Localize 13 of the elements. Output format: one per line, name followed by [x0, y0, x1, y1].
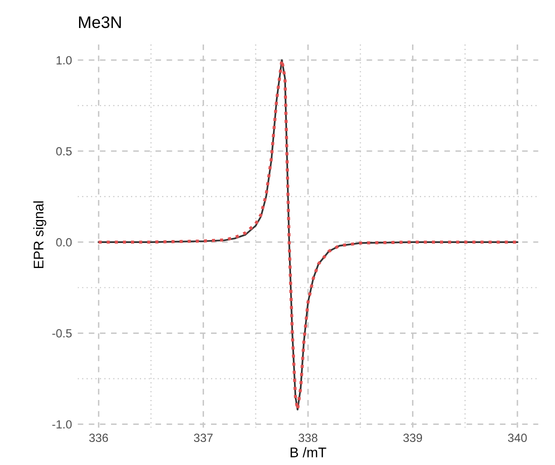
- y-tick-label: 0.0: [56, 238, 72, 246]
- x-tick-label: 339: [403, 434, 422, 442]
- x-axis-title: B /mT: [290, 447, 326, 458]
- x-tick-label: 337: [194, 434, 213, 442]
- y-tick-label: 1.0: [56, 56, 72, 64]
- y-tick-label: -0.5: [52, 329, 72, 338]
- x-tick-label: 338: [298, 434, 318, 442]
- y-tick-label: -1.0: [52, 420, 72, 429]
- y-tick-label: 0.5: [56, 147, 72, 156]
- x-tick-label: 340: [508, 434, 527, 442]
- chart-title: Me3N: [79, 16, 121, 28]
- x-tick-label: 336: [89, 434, 108, 442]
- y-axis-title: EPR signal: [33, 201, 46, 268]
